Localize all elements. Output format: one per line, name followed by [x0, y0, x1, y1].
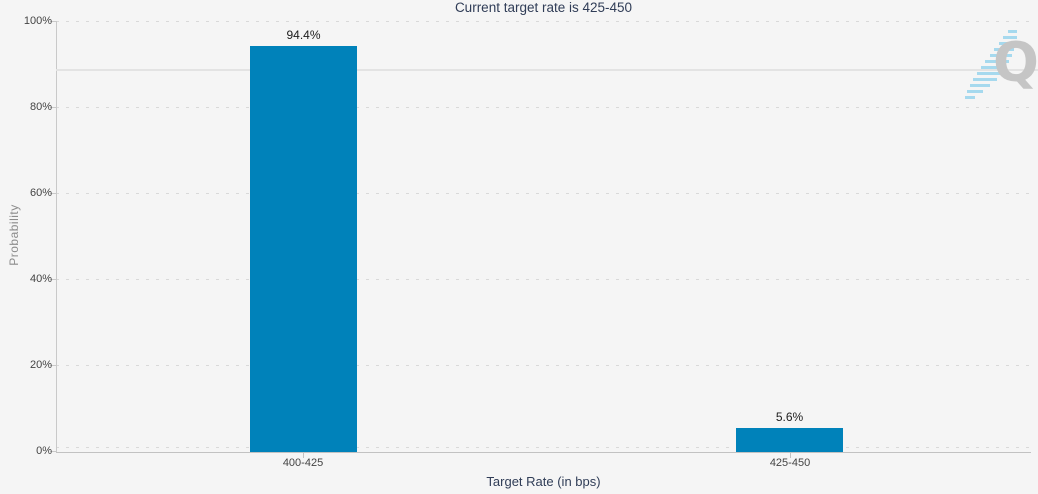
watermark-stripe [999, 42, 1016, 45]
watermark-stripe [970, 84, 990, 87]
watermark-stripe [981, 66, 1006, 69]
gridline-0pct [56, 447, 1031, 448]
y-tick [50, 193, 56, 194]
y-tick-label-20: 20% [29, 359, 52, 371]
x-tick [790, 452, 791, 458]
x-axis-line [56, 452, 1031, 453]
y-tick [50, 365, 56, 366]
watermark-stripe [1008, 30, 1017, 33]
bar-column-425-450: 5.6% [736, 410, 843, 452]
y-tick-label-0: 0% [36, 445, 52, 457]
y-axis-line [56, 21, 57, 452]
y-axis-title: Probability [7, 204, 21, 266]
y-tick [50, 21, 56, 22]
y-tick [50, 279, 56, 280]
x-tick [303, 452, 304, 458]
watermark-stripe [994, 48, 1014, 51]
bar-value-label: 5.6% [775, 410, 804, 424]
x-category-label-400-425: 400-425 [282, 457, 324, 469]
watermark-stripe [1003, 36, 1017, 39]
y-tick-label-80: 80% [29, 101, 52, 113]
y-tick-label-100: 100% [23, 15, 52, 27]
watermark-stripe [985, 60, 1009, 63]
q-logo-icon: Q [993, 31, 1038, 94]
bar-value-label: 94.4% [286, 28, 321, 42]
y-tick [50, 107, 56, 108]
bar-425-450[interactable] [736, 428, 843, 452]
y-tick-label-60: 60% [29, 187, 52, 199]
y-tick [50, 451, 56, 452]
watermark-stripe [965, 96, 975, 99]
gridline-40pct [56, 279, 1031, 280]
watermark-stripe [967, 90, 983, 93]
gridline-80pct [56, 107, 1031, 108]
y-tick-label-40: 40% [29, 273, 52, 285]
gridline-60pct [56, 193, 1031, 194]
bar-column-400-425: 94.4% [250, 28, 357, 452]
watermark-stripe [977, 72, 1002, 75]
x-category-label-425-450: 425-450 [769, 457, 811, 469]
gridline-100pct [56, 21, 1031, 22]
x-axis-title: Target Rate (in bps) [486, 474, 601, 489]
chart-title: Current target rate is 425-450 [454, 0, 633, 15]
reference-line [56, 69, 1038, 71]
bar-400-425[interactable] [250, 46, 357, 452]
watermark-stripe [990, 54, 1012, 57]
watermark-stripe [973, 78, 997, 81]
gridline-20pct [56, 365, 1031, 366]
